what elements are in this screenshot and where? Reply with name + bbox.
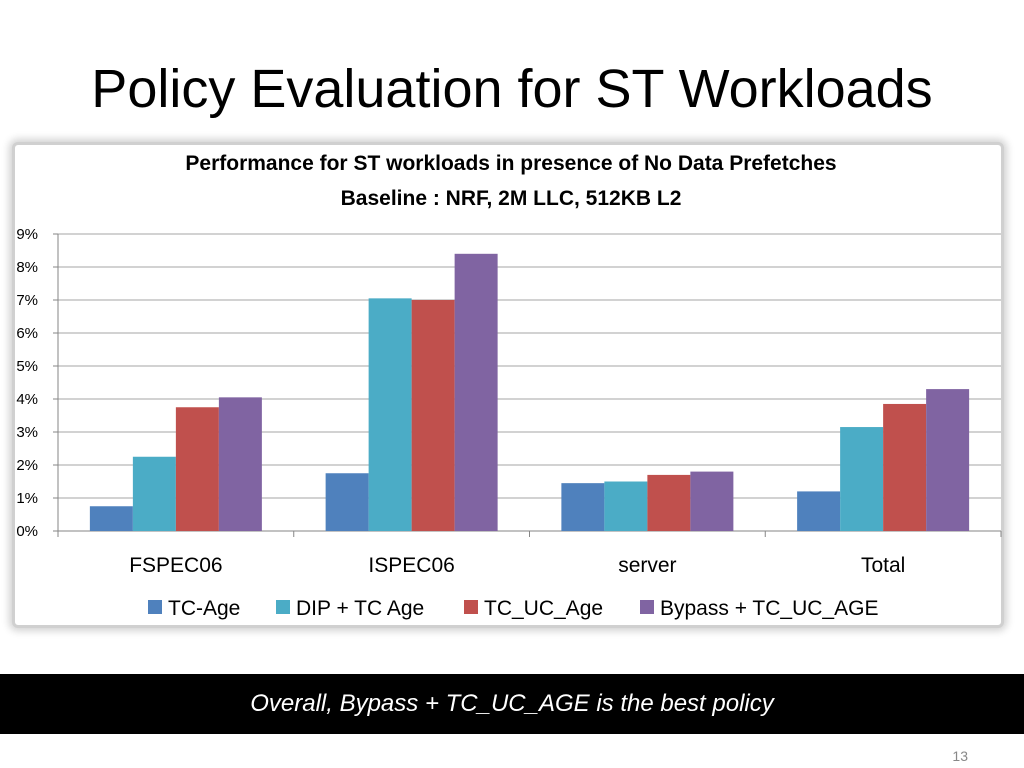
bar-server-4 [690,471,734,531]
bar-ispec06-2 [368,298,412,531]
legend-swatch [640,600,654,614]
y-tick-label: 3% [16,424,38,441]
legend-label: Bypass + TC_UC_AGE [660,597,878,620]
y-tick-labels: 0% 1% 2% 3% 4% 5% 6% 7% 8% 9% [16,226,38,540]
bar-fspec06-2 [132,456,176,531]
y-tick-label: 5% [16,358,38,375]
chart-subtitle: Baseline : NRF, 2M LLC, 512KB L2 [341,187,682,210]
bar-total-1 [797,491,841,531]
chart-title: Performance for ST workloads in presence… [185,152,836,175]
y-tick-label: 9% [16,226,38,243]
bars [89,253,970,532]
bar-total-4 [926,389,970,531]
category-label: FSPEC06 [129,554,222,577]
legend-label: TC_UC_Age [484,597,603,620]
legend-label: TC-Age [168,597,240,620]
category-label: ISPEC06 [368,554,454,577]
bar-ispec06-4 [454,253,498,532]
y-tick-label: 7% [16,292,38,309]
bar-fspec06-1 [89,506,133,531]
conclusion-banner: Overall, Bypass + TC_UC_AGE is the best … [0,674,1024,734]
y-tick-label: 2% [16,457,38,474]
slide-title: Policy Evaluation for ST Workloads [91,59,933,119]
bar-total-3 [883,403,927,531]
y-tick-label: 6% [16,325,38,342]
y-tick-label: 8% [16,259,38,276]
legend: TC-Age DIP + TC Age TC_UC_Age Bypass + TC_U… [148,597,878,620]
page-number: 13 [952,748,968,764]
bar-ispec06-1 [325,473,369,531]
bar-chart: Performance for ST workloads in presence… [16,152,1002,620]
legend-swatch [276,600,290,614]
chart-frame [12,142,1004,628]
y-tick-label: 4% [16,391,38,408]
y-tick-label: 0% [16,523,38,540]
category-label: server [618,554,676,577]
bar-server-3 [647,474,691,531]
y-tick-label: 1% [16,490,38,507]
bar-server-2 [604,481,648,531]
category-labels: FSPEC06 ISPEC06 server Total [129,554,905,577]
bar-fspec06-4 [218,397,262,531]
legend-swatch [464,600,478,614]
category-label: Total [861,554,905,577]
legend-swatch [148,600,162,614]
bar-ispec06-3 [411,300,455,531]
legend-label: DIP + TC Age [296,597,424,620]
bar-total-2 [840,427,884,531]
bar-server-1 [561,483,605,531]
bar-fspec06-3 [175,407,219,531]
